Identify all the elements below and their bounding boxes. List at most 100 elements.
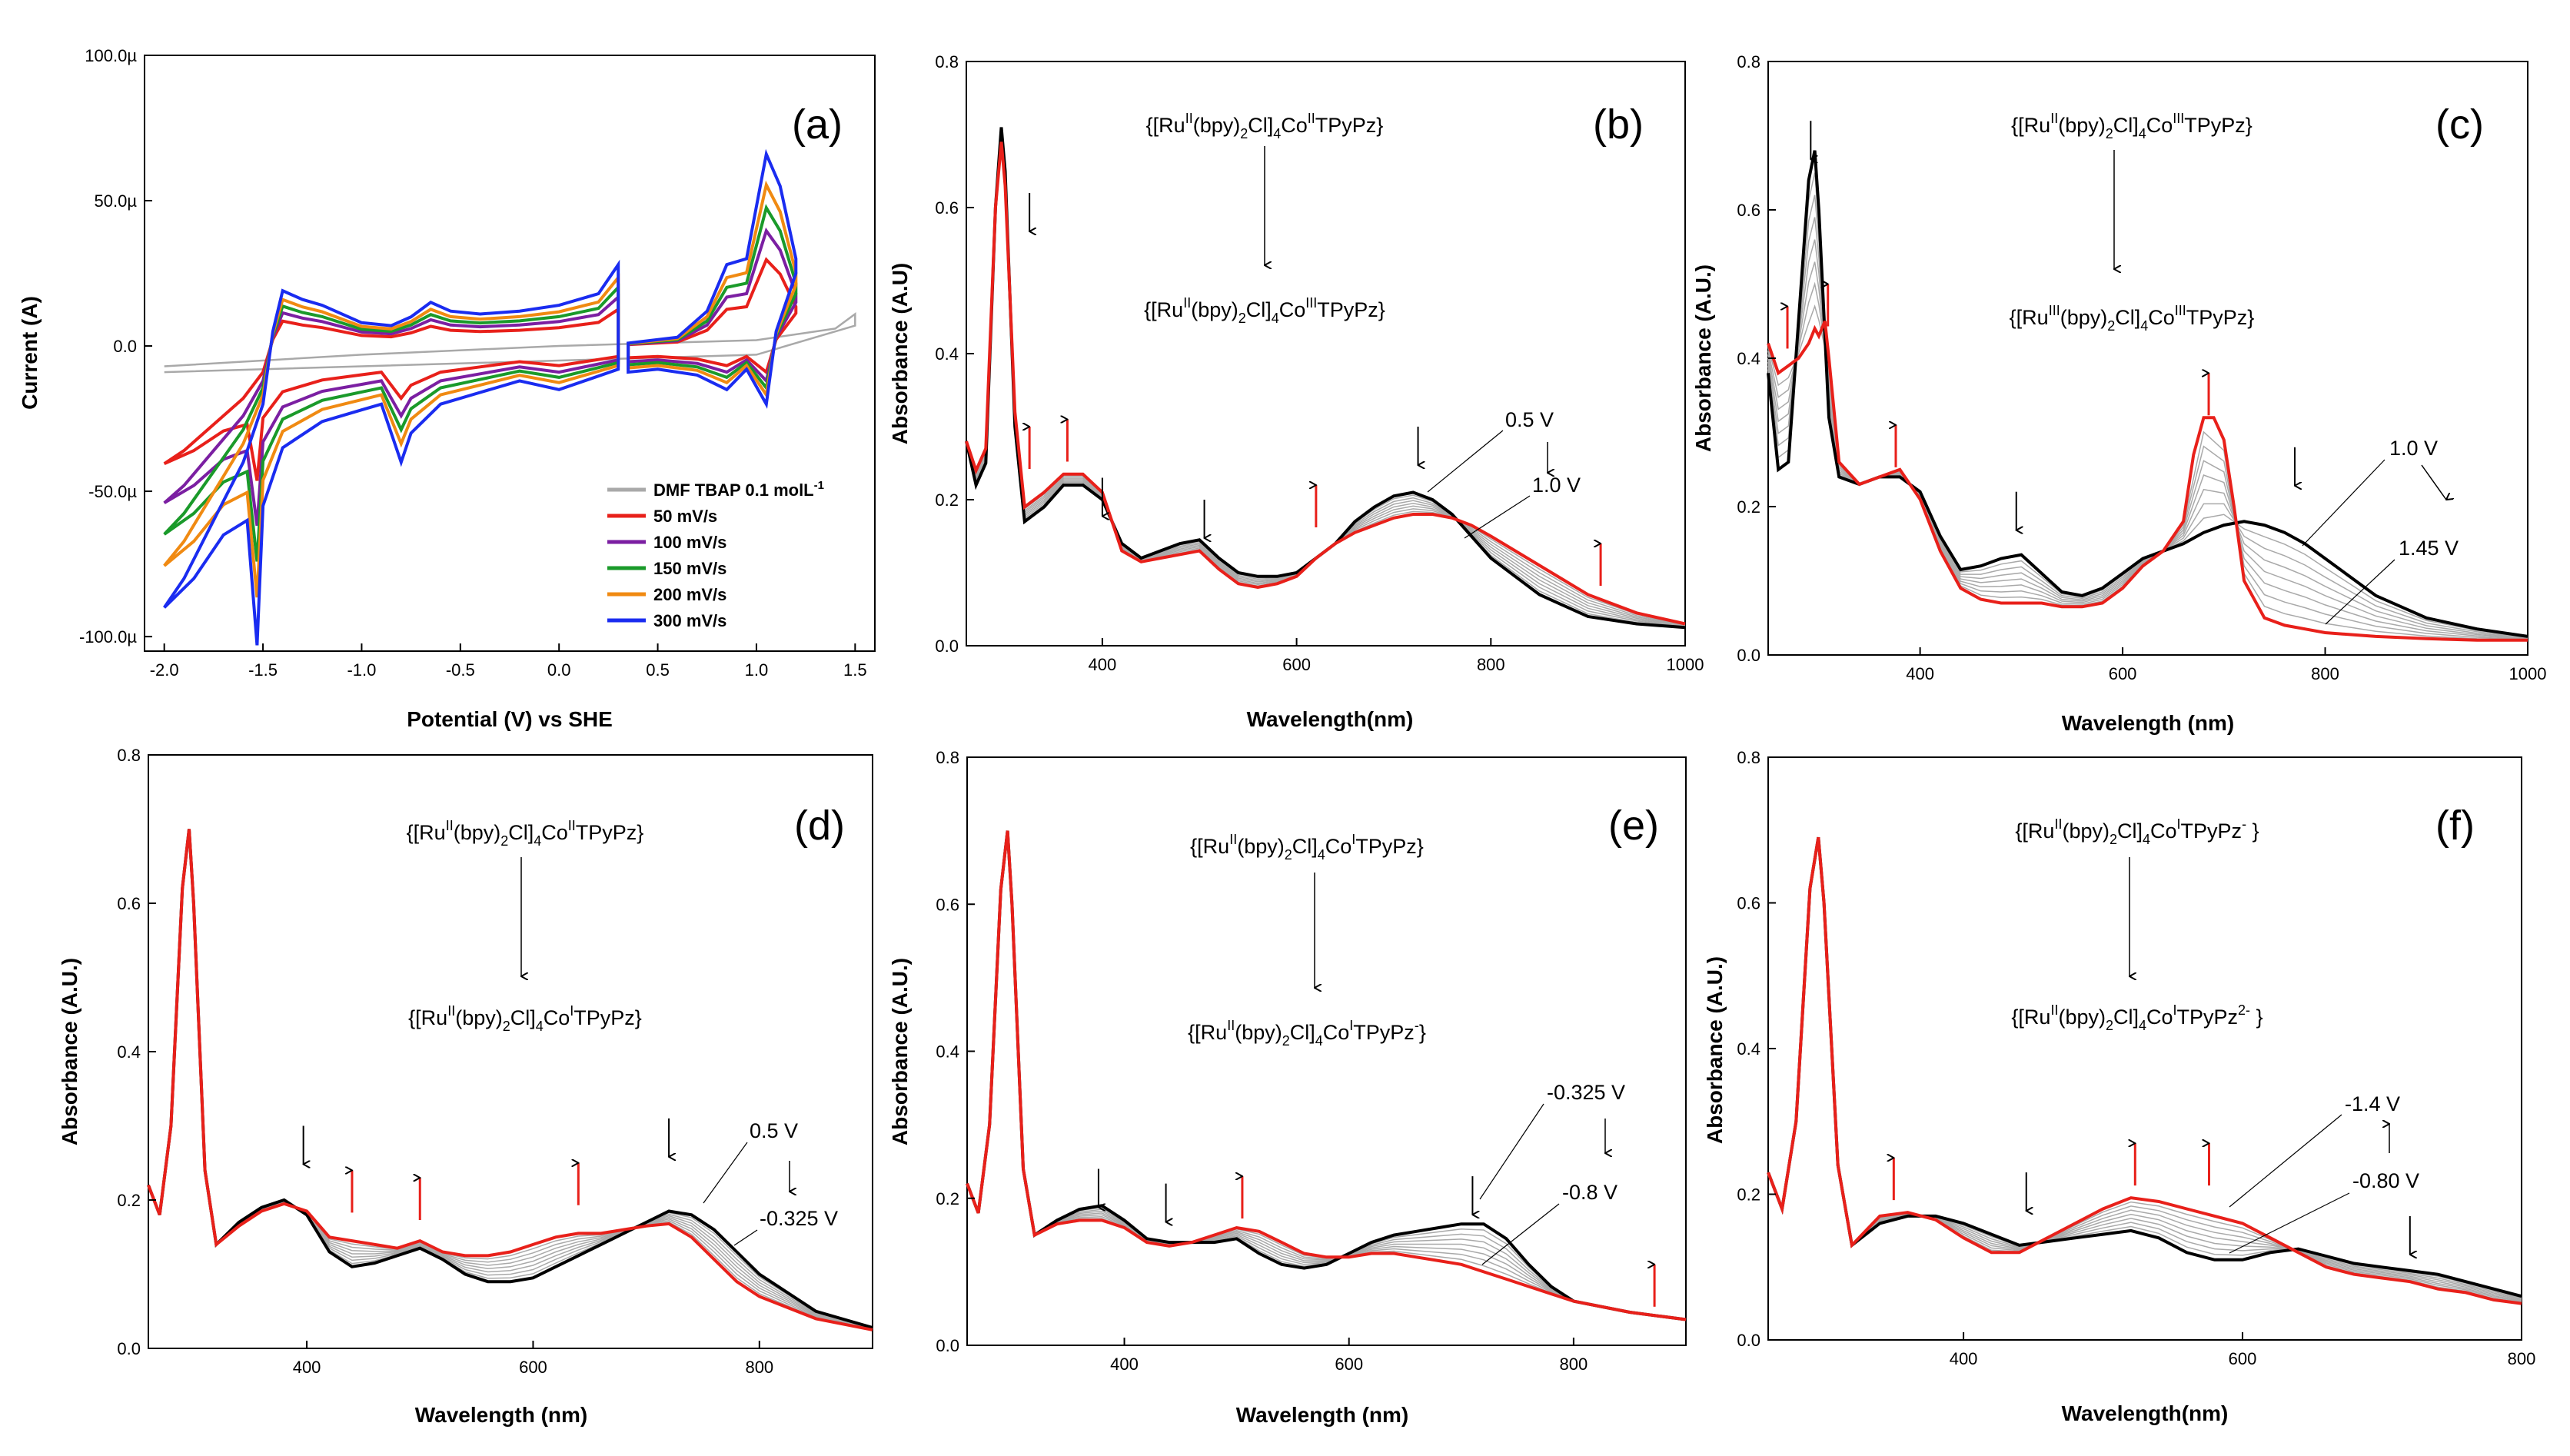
- legend-entry: 300 mV/s: [653, 611, 726, 630]
- intermediate-trace: [1767, 837, 2522, 1303]
- intermediate-trace: [966, 830, 1687, 1321]
- cv-curve-200-mv-s: [627, 180, 798, 399]
- y-tick-label: 0.2: [935, 490, 959, 510]
- y-tick-label: 0.4: [1737, 1039, 1760, 1059]
- x-tick-label: 600: [2229, 1349, 2257, 1368]
- y-tick-label: -50.0µ: [88, 482, 137, 501]
- spectrum-1p0V: [965, 141, 1686, 626]
- plot-frame: [1767, 61, 2528, 656]
- legend-entry: 200 mV/s: [653, 585, 726, 604]
- spectrum-1p0V: [1767, 150, 2528, 638]
- panel-label: (d): [794, 803, 845, 849]
- panel-d: 400 600 800 0.0 0.2 0.4 0.6 0.8 (d) Wavelength …: [58, 746, 873, 1427]
- x-axis-label: Wavelength (nm): [415, 1403, 588, 1427]
- panel-label: (e): [1608, 803, 1659, 849]
- x-tick-label: 1000: [2509, 664, 2547, 683]
- x-tick-label: 400: [293, 1358, 321, 1377]
- plot-frame: [966, 61, 1686, 647]
- y-tick-label: 0.0: [936, 1336, 959, 1355]
- y-tick-label: 0.4: [935, 344, 959, 364]
- intermediate-trace: [1767, 261, 2528, 640]
- y-tick-label: 0.4: [1737, 349, 1760, 368]
- y-axis-label: Absorbance (A.U.): [58, 958, 81, 1145]
- y-tick-label: 0.0: [1737, 646, 1760, 665]
- intermediate-trace: [1767, 837, 2522, 1301]
- intermediate-trace: [1767, 217, 2528, 639]
- x-tick-label: 0.5: [646, 660, 670, 680]
- x-tick-label: 0.0: [547, 660, 571, 680]
- leader-line: [1481, 1203, 1560, 1265]
- legend: DMF TBAP 0.1 molL-1 50 mV/s 100 mV/s 150 mV…: [607, 479, 824, 630]
- y-tick-label: -100.0µ: [79, 627, 137, 647]
- panel-f: 400 600 800 0.0 0.2 0.4 0.6 0.8 (f) Wavelength(…: [1703, 748, 2535, 1425]
- formula-product: {[RuIII(bpy)2Cl]4CoIIITPyPz}: [2010, 303, 2255, 334]
- intermediate-trace: [148, 829, 873, 1330]
- potential-start-label: 0.5 V: [1505, 408, 1554, 431]
- y-tick-label: 0.8: [1737, 52, 1760, 71]
- x-tick-label: 600: [2109, 664, 2137, 683]
- intermediate-trace: [1767, 194, 2528, 638]
- x-tick-label: 400: [1089, 655, 1117, 674]
- panel-label: (c): [2435, 101, 2484, 148]
- intermediate-trace: [148, 829, 873, 1331]
- spectrum-0p8V: [966, 830, 1687, 1321]
- potential-end-label: -0.8 V: [1562, 1181, 1617, 1204]
- intermediate-trace: [966, 830, 1687, 1321]
- intermediate-trace: [1767, 837, 2522, 1298]
- cv-curve-50-mv-s: [163, 306, 620, 481]
- formula-product: {[RuII(bpy)2Cl]4CoITPyPz-}: [1188, 1018, 1426, 1049]
- formula-product: {[RuII(bpy)2Cl]4CoITPyPz2- }: [2011, 1002, 2262, 1033]
- intermediate-trace: [1767, 239, 2528, 640]
- y-tick-label: 0.0: [117, 1339, 141, 1358]
- x-tick-label: 1.0: [745, 660, 769, 680]
- cv-curve-150-mv-s: [627, 204, 798, 392]
- formula-product: {[RuII(bpy)2Cl]4CoITPyPz}: [408, 1003, 642, 1034]
- cv-curve-300-mv-s: [163, 259, 620, 646]
- x-tick-label: -0.5: [446, 660, 475, 680]
- leader-line: [2229, 1114, 2342, 1208]
- legend-entry: 50 mV/s: [653, 507, 717, 526]
- y-tick-label: 0.8: [1737, 748, 1760, 767]
- y-tick-label: 0.2: [1737, 1185, 1760, 1205]
- y-tick-label: 0.6: [1737, 894, 1760, 913]
- spectrum-1p45V: [1767, 321, 2528, 642]
- x-tick-label: 800: [2311, 664, 2339, 683]
- y-tick-label: 0.6: [936, 895, 959, 914]
- intermediate-trace: [148, 829, 873, 1330]
- formula-product: {[RuII(bpy)2Cl]4CoIIITPyPz}: [1144, 295, 1385, 326]
- potential-start-label: 1.0 V: [2389, 437, 2438, 460]
- x-tick-label: 400: [1906, 664, 1934, 683]
- y-axis-label: Absorbance (A.U.): [1703, 956, 1727, 1144]
- y-tick-label: 100.0µ: [85, 46, 137, 65]
- x-axis-label: Potential (V) vs SHE: [407, 707, 613, 731]
- y-tick-label: 0.0: [935, 637, 959, 656]
- formula-reactant: {[RuII(bpy)2Cl]4CoITPyPz- }: [2015, 816, 2259, 847]
- y-tick-label: 0.8: [117, 746, 141, 765]
- leader-line: [2325, 559, 2395, 625]
- panel-e: 400 600 800 0.0 0.2 0.4 0.6 0.8 (e) Wavelength …: [888, 748, 1687, 1427]
- legend-superscript: -1: [814, 479, 824, 492]
- x-tick-label: 800: [1477, 655, 1505, 674]
- leader-line: [1427, 430, 1504, 493]
- potential-start-label: 0.5 V: [750, 1119, 798, 1142]
- y-axis-label: Absorbance (A.U.): [1691, 264, 1715, 452]
- potential-end-label: -0.325 V: [760, 1207, 838, 1230]
- y-tick-label: 0.0: [113, 337, 137, 356]
- cv-curve-100-mv-s: [627, 227, 798, 384]
- y-tick-label: 0.8: [935, 52, 959, 71]
- y-axis-label: Absorbance (A.U.): [888, 958, 912, 1145]
- y-tick-label: 0.2: [117, 1191, 141, 1210]
- intermediate-trace: [1767, 304, 2528, 640]
- panel-label: (a): [792, 101, 843, 148]
- x-axis-label: Wavelength (nm): [1236, 1403, 1409, 1427]
- y-tick-label: 0.4: [117, 1042, 141, 1062]
- leader-line: [703, 1142, 748, 1204]
- intermediate-trace: [966, 830, 1687, 1321]
- cv-curve-150-mv-s: [163, 283, 620, 562]
- intermediate-trace: [148, 829, 873, 1329]
- x-tick-label: -1.5: [248, 660, 278, 680]
- leader-line: [2302, 459, 2385, 547]
- cv-curve-50-mv-s: [627, 257, 798, 375]
- y-tick-label: 0.2: [1737, 497, 1760, 517]
- y-tick-label: 0.0: [1737, 1331, 1760, 1350]
